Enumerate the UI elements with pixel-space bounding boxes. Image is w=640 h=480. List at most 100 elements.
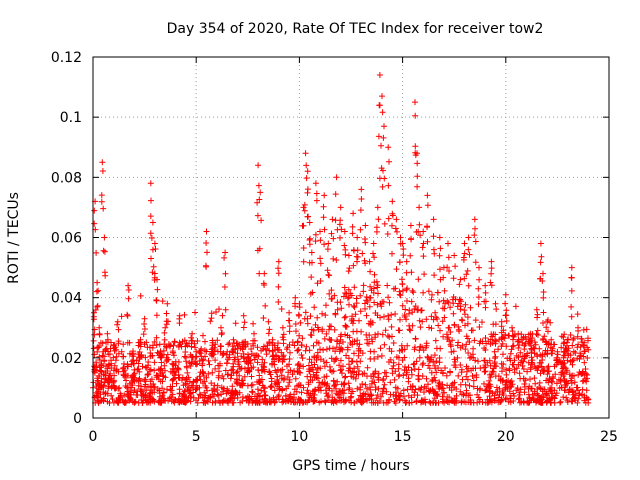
- data-point: [491, 395, 498, 402]
- data-point: [488, 258, 495, 265]
- data-point: [423, 375, 430, 382]
- data-point: [450, 300, 457, 307]
- data-point: [424, 223, 430, 230]
- data-point: [348, 358, 355, 365]
- data-point: [151, 240, 158, 247]
- data-point: [139, 363, 146, 370]
- data-point: [424, 192, 431, 199]
- data-point: [503, 378, 510, 385]
- data-point: [317, 365, 324, 372]
- data-point: [448, 349, 455, 355]
- x-tick-labels: 0 5 10 15 20 25: [89, 429, 618, 445]
- data-point: [449, 380, 456, 387]
- data-point: [463, 363, 470, 370]
- data-point: [298, 389, 305, 396]
- data-point: [251, 337, 258, 344]
- data-point: [229, 366, 236, 373]
- data-point: [410, 361, 417, 368]
- data-point: [142, 354, 149, 361]
- data-point: [414, 160, 421, 167]
- data-point: [499, 334, 506, 341]
- data-point: [218, 331, 225, 338]
- data-point: [108, 360, 115, 367]
- data-point: [335, 391, 342, 398]
- data-point: [497, 398, 504, 405]
- data-point: [370, 399, 377, 406]
- data-point: [236, 372, 243, 379]
- data-point: [405, 392, 412, 399]
- data-point: [503, 395, 510, 402]
- data-point: [99, 352, 106, 359]
- data-point: [375, 216, 382, 223]
- data-point: [346, 365, 352, 372]
- data-point: [218, 324, 224, 331]
- data-point: [313, 197, 320, 204]
- data-point: [197, 347, 204, 354]
- data-point: [350, 303, 357, 309]
- data-point: [114, 398, 121, 405]
- data-point: [160, 347, 167, 354]
- data-point: [354, 385, 361, 392]
- data-point: [362, 381, 369, 388]
- data-point: [561, 370, 568, 377]
- data-point: [291, 368, 298, 374]
- data-point: [153, 372, 160, 379]
- data-point: [333, 385, 339, 392]
- data-point: [322, 398, 328, 405]
- data-point: [514, 385, 521, 392]
- data-point: [208, 380, 215, 387]
- data-point: [380, 376, 387, 382]
- data-point: [371, 271, 378, 278]
- data-point: [150, 396, 157, 403]
- data-point: [308, 274, 315, 281]
- data-point: [130, 376, 137, 382]
- data-point: [482, 304, 489, 311]
- data-point: [212, 365, 219, 372]
- data-point: [268, 383, 275, 389]
- data-point: [129, 351, 136, 358]
- data-point: [271, 399, 278, 406]
- data-point: [201, 347, 208, 354]
- data-point: [156, 393, 163, 400]
- data-point: [493, 306, 500, 313]
- data-point: [161, 362, 168, 369]
- data-point: [301, 315, 308, 322]
- data-point: [121, 374, 128, 380]
- data-point: [307, 313, 314, 320]
- data-point: [358, 396, 365, 403]
- data-point: [498, 323, 505, 330]
- data-point: [385, 294, 392, 301]
- data-point: [115, 350, 122, 357]
- data-point: [294, 362, 301, 369]
- data-point: [425, 381, 431, 388]
- data-point: [491, 348, 498, 355]
- data-point: [95, 394, 102, 401]
- data-point: [321, 241, 328, 248]
- data-point: [359, 250, 366, 257]
- data-point: [293, 328, 299, 335]
- data-point: [345, 268, 352, 275]
- data-point: [230, 349, 237, 356]
- data-point: [445, 299, 452, 306]
- data-point: [477, 385, 484, 392]
- data-point: [451, 399, 458, 406]
- data-point: [323, 390, 330, 397]
- data-point: [221, 254, 228, 261]
- data-point: [149, 246, 156, 253]
- data-point: [416, 317, 423, 324]
- data-point: [289, 396, 296, 403]
- data-point: [361, 300, 368, 307]
- data-point: [100, 247, 107, 254]
- data-point: [578, 335, 585, 342]
- data-point: [515, 354, 522, 361]
- data-point: [158, 359, 165, 366]
- data-point: [314, 280, 321, 287]
- data-point: [349, 388, 356, 395]
- data-point: [409, 383, 416, 389]
- data-point: [381, 313, 387, 320]
- data-point: [462, 399, 469, 406]
- data-point: [286, 309, 293, 316]
- data-point: [346, 385, 353, 391]
- data-point: [227, 395, 234, 402]
- data-point: [334, 299, 341, 306]
